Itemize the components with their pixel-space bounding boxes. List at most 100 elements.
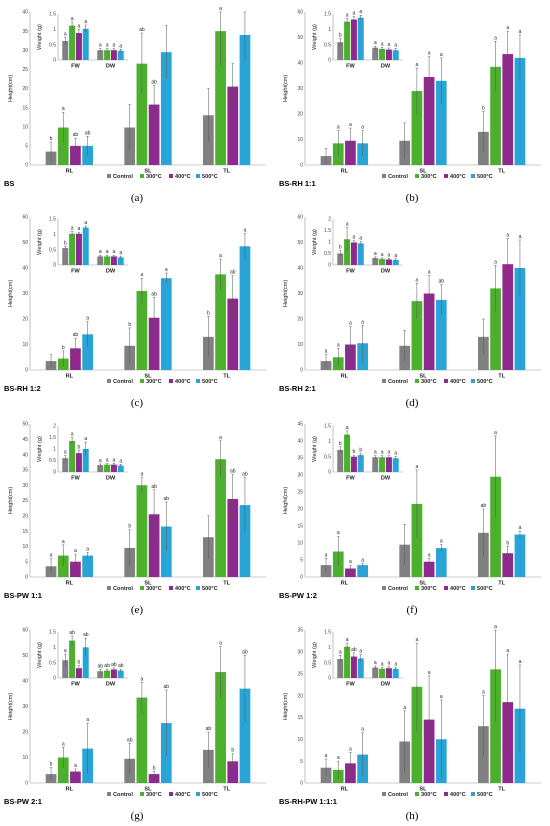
- panel-1-main-sig-label-RL-500°C: ab: [85, 130, 91, 136]
- panel-3-title: BS-RH 1:2: [4, 384, 41, 393]
- panel-1-main-category-SL: SL: [144, 169, 152, 175]
- legend-swatch-500°C: [471, 379, 475, 383]
- panel-7-inset-category-FW: FW: [71, 682, 80, 688]
- panel-5-inset-bar-DW-300°C: [104, 464, 111, 472]
- panel-8-inset-ytick-0: 0: [328, 676, 331, 682]
- panel-1-main-bar-SL-300°C: [136, 63, 148, 166]
- legend-label-500°C: 500°C: [477, 792, 493, 798]
- panel-5-main-ytick-6: 30: [22, 483, 28, 489]
- panel-2-inset-sig-label-DW-500°C: a: [394, 43, 397, 49]
- panel-3-inset-sig-label-DW-400°C: a: [113, 249, 116, 255]
- panel-4-inset-bar-FW-Control: [337, 253, 344, 265]
- panel-1-inset-sig-label-DW-300°C: a: [106, 43, 109, 49]
- panel-5-main-ytick-8: 40: [22, 452, 28, 458]
- panel-7-main-sig-label-TL-Control: ab: [206, 726, 212, 732]
- panel-4-inset-category-DW: DW: [381, 269, 391, 275]
- panel-7-main-sig-label-SL-Control: ab: [127, 737, 133, 743]
- panel-5-main-sig-label-SL-500°C: ab: [164, 496, 170, 502]
- panel-4-main-sig-label-SL-500°C: ab: [439, 279, 445, 285]
- panel-8-main-ytick-1: 5: [300, 759, 303, 765]
- panel-2-inset-sig-label-FW-Control: b: [339, 33, 342, 39]
- panel-1-main-bar-RL-400°C: [70, 145, 81, 165]
- panel-7-inset-sig-label-DW-500°C: ab: [118, 663, 124, 669]
- panel-1-inset-sig-label-FW-300°C: a: [71, 16, 74, 22]
- legend-label-Control: Control: [388, 586, 408, 592]
- panel-5-inset-ytick-1: 0.5: [49, 458, 56, 464]
- legend-label-400°C: 400°C: [450, 379, 466, 385]
- legend-label-Control: Control: [388, 174, 408, 180]
- panel-1-main-ytick-4: 20: [22, 86, 28, 92]
- panel-2-inset-ylabel: Weight (g): [312, 24, 318, 50]
- panel-7: 0102030405060Height(cm)RLbaaaSLabababTLa…: [4, 628, 266, 822]
- panel-4-inset-sig-label-DW-500°C: a: [394, 253, 397, 259]
- panel-5-main-ytick-1: 5: [25, 559, 28, 565]
- panel-2-main-bar-TL-300°C: [490, 66, 501, 165]
- panel-2-main-category-RL: RL: [341, 169, 349, 175]
- panel-8-main-sig-label-SL-400°C: a: [428, 670, 431, 676]
- panel-1-main-bar-TL-300°C: [215, 31, 226, 165]
- panel-8-inset-bar-FW-500°C: [357, 658, 364, 678]
- panel-6-main-sig-label-RL-300°C: a: [337, 530, 340, 536]
- panel-2-main-sig-label-TL-300°C: a: [494, 35, 497, 41]
- panel-4-main-category-SL: SL: [419, 374, 427, 380]
- panel-8-inset-bar-DW-Control: [372, 667, 379, 678]
- panel-3-main-sig-label-TL-400°C: ab: [230, 270, 236, 276]
- panel-3-main-bar-SL-300°C: [136, 290, 148, 370]
- panel-2-inset-sig-label-FW-300°C: a: [346, 13, 349, 19]
- panel-7-inset-ylabel: Weight (g): [37, 642, 43, 668]
- panel-1-inset-bar-FW-500°C: [82, 28, 89, 60]
- panel-5-main-bar-TL-300°C: [215, 459, 226, 577]
- panel-1-inset-sig-label-DW-500°C: a: [119, 43, 122, 49]
- panel-6-inset-sig-label-FW-Control: b: [339, 441, 342, 447]
- legend-swatch-300°C: [415, 792, 419, 796]
- legend-swatch-300°C: [140, 586, 144, 590]
- panel-8-inset-ytick-1: 0.5: [324, 660, 331, 666]
- panel-3-main-bar-TL-500°C: [239, 246, 251, 370]
- panel-8-inset-sig-label-FW-400°C: ab: [351, 647, 357, 653]
- legend-swatch-Control: [107, 174, 111, 178]
- legend-label-500°C: 500°C: [477, 379, 493, 385]
- panel-2-inset-sig-label-DW-300°C: a: [381, 41, 384, 47]
- panel-6-main-category-SL: SL: [419, 581, 427, 587]
- panel-1-main-ytick-1: 5: [25, 144, 28, 150]
- panel-7-main-bar-TL-400°C: [227, 761, 239, 783]
- panel-6-main-sig-label-SL-300°C: a: [416, 464, 419, 470]
- panel-7-main-sig-label-RL-300°C: a: [62, 741, 65, 747]
- legend-swatch-500°C: [196, 174, 200, 178]
- panel-6-main-ytick-9: 45: [297, 422, 303, 428]
- legend-label-300°C: 300°C: [146, 174, 162, 180]
- panel-7-main-bar-TL-300°C: [215, 672, 226, 783]
- panel-4-main-ytick-5: 50: [297, 240, 303, 246]
- panel-3-main-category-RL: RL: [66, 374, 74, 380]
- panel-8-inset-sig-label-DW-500°C: a: [394, 661, 397, 667]
- panel-2-inset-sig-label-DW-400°C: a: [388, 42, 391, 48]
- panel-2-letter: (b): [406, 192, 419, 204]
- panel-8-inset-bar-FW-Control: [337, 658, 344, 678]
- legend-label-Control: Control: [388, 379, 408, 385]
- panel-6-main-sig-label-TL-400°C: b: [506, 540, 509, 546]
- panel-5-main-category-TL: TL: [223, 581, 230, 587]
- panel-3-main-sig-label-TL-300°C: a: [219, 253, 222, 259]
- panel-4-inset-sig-label-FW-400°C: a: [353, 235, 356, 241]
- panel-5-main-bar-TL-500°C: [239, 505, 251, 577]
- panel-4-main-sig-label-TL-300°C: a: [494, 259, 497, 265]
- panel-3-main-bar-TL-300°C: [215, 274, 226, 370]
- panel-5-inset-bar-FW-Control: [62, 458, 69, 472]
- legend-label-400°C: 400°C: [450, 174, 466, 180]
- panel-3-inset-ytick-2: 1: [53, 232, 56, 238]
- panel-6-main-sig-label-RL-400°C: a: [349, 559, 352, 565]
- panel-5-main-bar-SL-400°C: [148, 514, 160, 577]
- panel-8-title: BS-RH-PW 1:1:1: [279, 797, 337, 806]
- panel-3-main-ytick-2: 20: [22, 317, 28, 323]
- panel-7-title: BS-PW 2:1: [4, 797, 42, 806]
- panel-8-main-ytick-7: 35: [297, 628, 303, 634]
- panel-7-main-sig-label-RL-400°C: a: [74, 763, 77, 769]
- panel-6-inset-bar-FW-500°C: [357, 455, 364, 472]
- panel-6-inset-sig-label-DW-500°C: a: [394, 451, 397, 457]
- panel-6-main-bar-RL-400°C: [345, 568, 356, 577]
- panel-3-main-bar-TL-400°C: [227, 298, 239, 370]
- panel-6-main-bar-SL-400°C: [423, 561, 435, 577]
- panel-4-inset-sig-label-DW-Control: a: [374, 251, 377, 257]
- legend-label-Control: Control: [113, 586, 133, 592]
- panel-2-inset-bar-DW-300°C: [379, 48, 386, 60]
